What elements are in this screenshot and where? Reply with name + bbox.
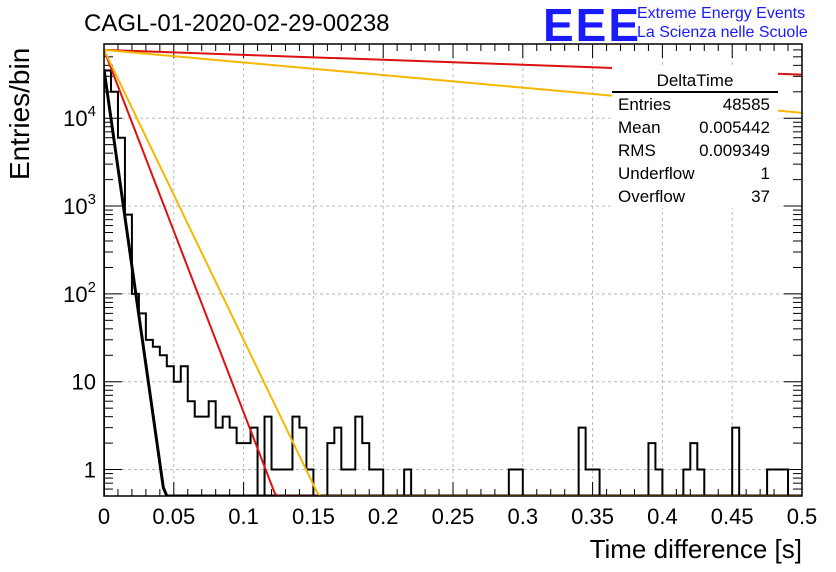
stats-label: Overflow bbox=[618, 187, 686, 206]
x-tick-label: 0.15 bbox=[292, 504, 335, 529]
x-tick-label: 0.2 bbox=[368, 504, 399, 529]
x-tick-label: 0.1 bbox=[228, 504, 259, 529]
x-tick-label: 0.45 bbox=[711, 504, 754, 529]
y-tick-label: 102 bbox=[63, 279, 96, 307]
stats-box-title: DeltaTime bbox=[657, 71, 734, 90]
logo-text: Extreme Energy Events La Scienza nelle S… bbox=[637, 4, 808, 42]
stats-label: Underflow bbox=[618, 164, 695, 183]
x-tick-label: 0.4 bbox=[647, 504, 678, 529]
fit-line-3 bbox=[104, 49, 802, 496]
plot-frame bbox=[103, 43, 803, 497]
y-tick-label: 1 bbox=[84, 458, 96, 483]
y-tick-label: 104 bbox=[63, 103, 96, 131]
x-tick-label: 0 bbox=[98, 504, 110, 529]
x-axis-label: Time difference [s] bbox=[589, 534, 802, 564]
stats-label: Entries bbox=[618, 95, 671, 114]
histogram-series bbox=[104, 69, 802, 496]
stats-label: Mean bbox=[618, 118, 661, 137]
x-tick-label: 0.5 bbox=[787, 504, 818, 529]
y-tick-label: 10 bbox=[72, 370, 96, 395]
stats-value: 1 bbox=[761, 164, 770, 183]
eee-logo: EEE bbox=[543, 0, 642, 51]
x-tick-label: 0.05 bbox=[152, 504, 195, 529]
stats-value: 0.005442 bbox=[699, 118, 770, 137]
stats-box bbox=[612, 66, 778, 208]
y-tick-label: 103 bbox=[63, 191, 96, 219]
stats-value: 48585 bbox=[723, 95, 770, 114]
fit-line-2 bbox=[104, 49, 802, 496]
x-tick-label: 0.3 bbox=[508, 504, 539, 529]
chart-title: CAGL-01-2020-02-29-00238 bbox=[84, 10, 390, 37]
stats-label: RMS bbox=[618, 141, 656, 160]
stats-value: 0.009349 bbox=[699, 141, 770, 160]
x-tick-label: 0.25 bbox=[432, 504, 475, 529]
stats-value: 37 bbox=[751, 187, 770, 206]
x-tick-label: 0.35 bbox=[571, 504, 614, 529]
logo-line-2: La Scienza nelle Scuole bbox=[637, 24, 808, 41]
logo-line-1: Extreme Energy Events bbox=[637, 5, 806, 22]
